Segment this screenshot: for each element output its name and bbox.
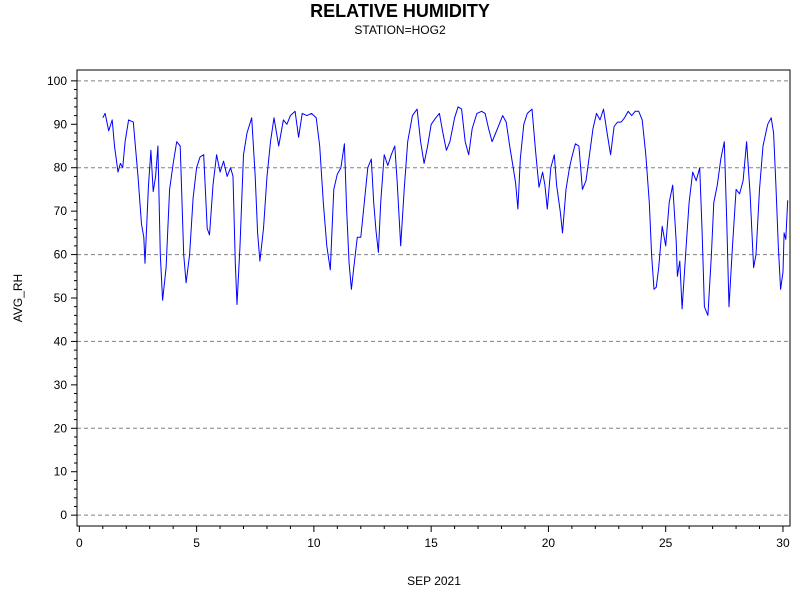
x-tick-label-30: 30 — [776, 536, 790, 550]
y-axis-label: AVG_RH — [11, 274, 25, 322]
y-tick-label-90: 90 — [54, 117, 68, 131]
y-tick-label-30: 30 — [54, 378, 68, 392]
x-tick-label-10: 10 — [307, 536, 321, 550]
x-tick-label-25: 25 — [659, 536, 673, 550]
x-tick-label-15: 15 — [424, 536, 438, 550]
y-tick-label-10: 10 — [54, 465, 68, 479]
y-tick-label-40: 40 — [54, 334, 68, 348]
axes: 0 10 20 30 40 50 60 70 80 90 100 0 5 10 15 20 25 30 — [47, 74, 790, 550]
chart-title: RELATIVE HUMIDITY — [310, 1, 490, 21]
y-tick-label-60: 60 — [54, 248, 68, 262]
x-tick-label-5: 5 — [193, 536, 200, 550]
y-tick-label-70: 70 — [54, 204, 68, 218]
x-axis-label: SEP 2021 — [407, 574, 461, 588]
chart-subtitle: STATION=HOG2 — [354, 23, 446, 37]
x-tick-label-0: 0 — [76, 536, 83, 550]
series-layer — [102, 106, 789, 316]
series-line-0 — [102, 106, 789, 316]
x-tick-label-20: 20 — [542, 536, 556, 550]
y-tick-label-100: 100 — [47, 74, 67, 88]
y-tick-label-20: 20 — [54, 421, 68, 435]
y-tick-label-0: 0 — [60, 508, 67, 522]
y-tick-label-80: 80 — [54, 161, 68, 175]
y-tick-label-50: 50 — [54, 291, 68, 305]
